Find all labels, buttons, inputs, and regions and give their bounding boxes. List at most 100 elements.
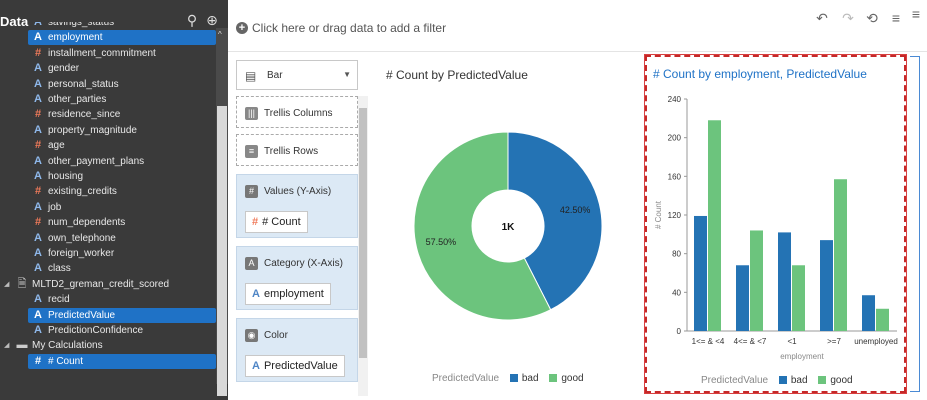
data-element-label: PredictedValue: [48, 309, 116, 321]
data-element-label: foreign_worker: [48, 248, 115, 259]
trellis-rows-dropzone[interactable]: ≡ Trellis Rows: [236, 134, 358, 166]
pie-legend-item-good: good: [561, 373, 584, 384]
bar-good[interactable]: [750, 230, 763, 331]
color-item-pill[interactable]: A PredictedValue: [245, 355, 345, 377]
legend-swatch-bad: [778, 376, 787, 385]
data-element-label: property_magnitude: [48, 124, 137, 136]
bar-good[interactable]: [876, 308, 889, 331]
x-axis-label: employment: [780, 352, 824, 361]
add-data-icon[interactable]: ⊕: [206, 12, 218, 28]
attribute-icon: A: [34, 31, 42, 44]
data-element-label: savings_status: [48, 22, 115, 28]
data-element-item[interactable]: A PredictedValue: [28, 307, 216, 323]
trellis-columns-dropzone[interactable]: ||| Trellis Columns: [236, 96, 358, 128]
y-tick-label: 160: [668, 172, 682, 181]
category-x-axis-label: A Category (X-Axis): [245, 257, 343, 270]
data-element-label: MLTD2_greman_credit_scored: [32, 278, 170, 290]
chart-type-select[interactable]: ▤ Bar ▼: [236, 60, 358, 90]
filter-prompt[interactable]: Click here or drag data to add a filter: [252, 21, 447, 35]
data-panel-scrollbar[interactable]: ^: [216, 28, 228, 396]
pie-legend-title: PredictedValue: [432, 373, 500, 384]
search-icon[interactable]: ⚲: [186, 12, 198, 28]
filter-bar[interactable]: + Click here or drag data to add a filte…: [228, 0, 927, 52]
attribute-icon: A: [252, 360, 260, 372]
y-tick-label: 40: [672, 288, 681, 297]
bar-good[interactable]: [792, 265, 805, 331]
hash-icon: #: [34, 354, 42, 367]
attribute-icon: A: [34, 170, 42, 182]
data-element-label: existing_credits: [48, 186, 117, 198]
bar-bad[interactable]: [820, 240, 833, 331]
menu-icon[interactable]: ≡: [911, 6, 921, 22]
undo-icon[interactable]: ↶: [816, 10, 828, 26]
x-tick-label: unemployed: [854, 337, 898, 346]
hash-icon: #: [245, 185, 258, 198]
bar-bad[interactable]: [736, 265, 749, 331]
properties-icon[interactable]: ≡: [891, 10, 901, 26]
color-section[interactable]: ◉ Color A PredictedValue: [236, 318, 358, 382]
hash-icon: #: [34, 46, 42, 59]
pie-slice-good[interactable]: [413, 131, 552, 321]
pie-center-label: 1K: [502, 222, 516, 233]
y-tick-label: 240: [668, 95, 682, 104]
scroll-up-icon[interactable]: ^: [218, 30, 222, 39]
pie-chart-view[interactable]: # Count by PredictedValue 42.50% 57.50% 1K…: [376, 56, 638, 396]
trellis-columns-icon: |||: [245, 107, 258, 120]
bar-chart-icon: ▤: [245, 69, 257, 83]
data-element-item[interactable]: # # Count: [28, 353, 216, 369]
hash-icon: #: [252, 216, 259, 228]
pie-chart[interactable]: 42.50% 57.50% 1K: [376, 96, 638, 396]
attribute-icon: A: [34, 123, 42, 136]
pie-legend: PredictedValue bad good: [432, 373, 592, 384]
bar-legend: PredictedValue bad good: [701, 375, 861, 386]
pie-legend-item-bad: bad: [521, 373, 539, 384]
pie-slice-label: 42.50%: [560, 205, 591, 215]
color-label: ◉ Color: [245, 329, 288, 342]
redo-icon[interactable]: ↷: [842, 10, 854, 26]
add-filter-icon[interactable]: +: [236, 22, 248, 34]
attribute-icon: A: [34, 154, 42, 167]
grammar-panel-scroll-thumb[interactable]: [359, 108, 367, 358]
canvas-edge: [910, 56, 920, 392]
pie-slice-bad[interactable]: [507, 131, 603, 311]
bar-bad[interactable]: [862, 295, 875, 331]
trellis-rows-icon: ≡: [245, 145, 258, 158]
bar-good[interactable]: [708, 120, 721, 331]
data-panel-scroll-thumb[interactable]: [217, 106, 227, 396]
grammar-panel-scrollbar[interactable]: [358, 96, 368, 396]
attribute-icon: A: [245, 257, 258, 270]
hash-icon: #: [34, 216, 42, 229]
attribute-icon: A: [34, 62, 42, 75]
hash-icon: #: [34, 139, 42, 152]
attribute-icon: A: [34, 247, 42, 259]
collapse-icon[interactable]: ◢: [4, 280, 10, 288]
bar-chart-view[interactable]: # Count by employment, PredictedValue 0 4…: [644, 54, 907, 394]
y-axis-label: # Count: [654, 200, 663, 229]
legend-swatch-good: [549, 374, 558, 383]
folder-icon: ▬: [16, 339, 28, 352]
attribute-icon: A: [34, 293, 42, 306]
data-element-label: My Calculations: [32, 340, 103, 352]
legend-swatch-bad: [509, 374, 518, 383]
hash-icon: #: [34, 185, 42, 198]
bar-chart[interactable]: 0 40 80 120 160 200 240 # Count 1<= & <4 4<= & <7…: [647, 57, 904, 391]
bar-bad[interactable]: [694, 215, 707, 331]
collapse-icon[interactable]: ◢: [4, 342, 10, 350]
dataset-icon: 🗎: [17, 277, 27, 290]
y-tick-label: 0: [677, 327, 682, 336]
data-element-label: installment_commitment: [48, 47, 156, 59]
values-item-pill[interactable]: # # Count: [245, 211, 308, 233]
values-y-axis-label: # Values (Y-Axis): [245, 185, 331, 198]
data-element-label: num_dependents: [48, 217, 126, 229]
y-tick-label: 200: [668, 134, 682, 143]
bar-bad[interactable]: [778, 232, 791, 331]
values-y-axis-section[interactable]: # Values (Y-Axis) # # Count: [236, 174, 358, 238]
share-icon[interactable]: ⟲: [866, 10, 878, 26]
attribute-icon: A: [34, 262, 42, 275]
bar-good[interactable]: [834, 179, 847, 331]
